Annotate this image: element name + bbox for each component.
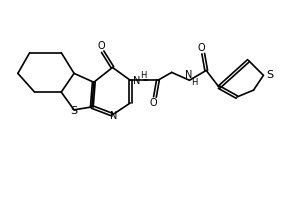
Text: H: H [191,78,198,87]
Text: O: O [149,98,157,108]
Text: N: N [185,70,192,80]
Text: N: N [134,76,141,86]
Text: S: S [267,70,274,80]
Text: O: O [98,41,106,51]
Text: H: H [140,71,146,80]
Text: S: S [70,106,78,116]
Text: N: N [110,111,117,121]
Text: O: O [197,43,205,53]
